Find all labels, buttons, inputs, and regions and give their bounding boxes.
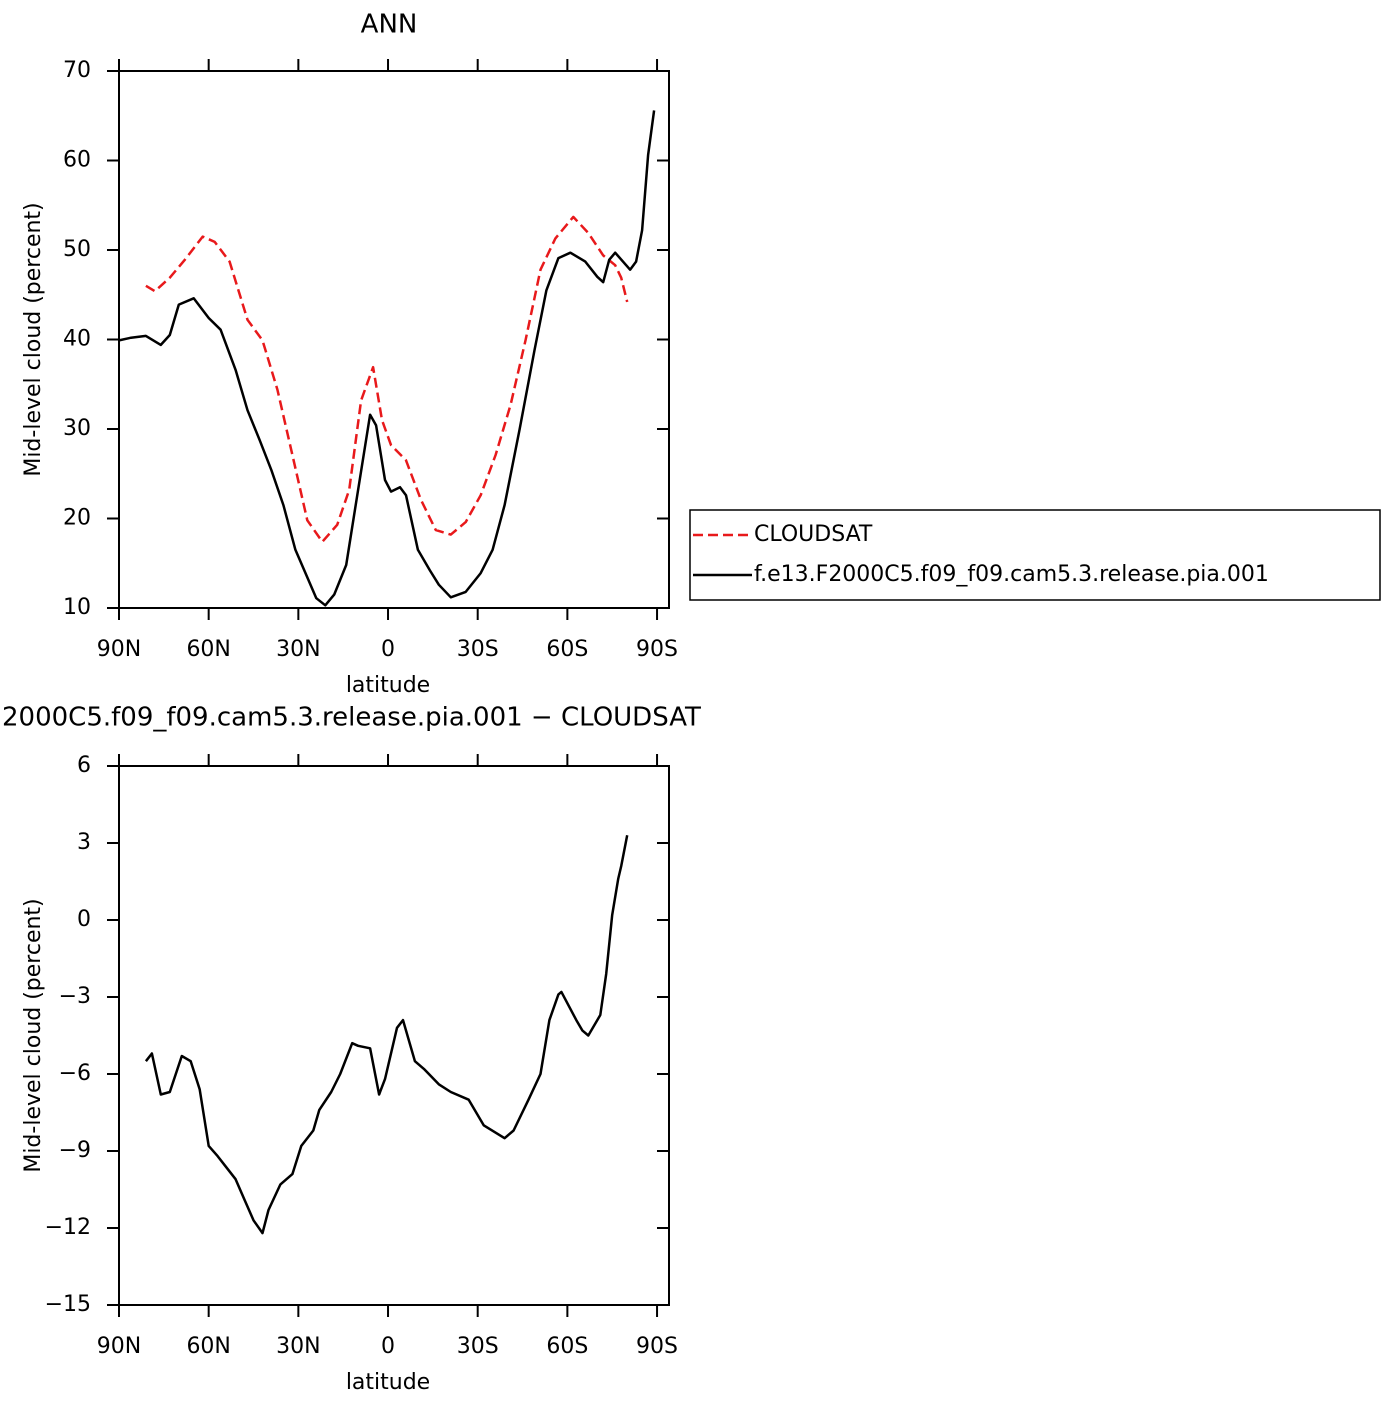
x-tick-label: 60N [186, 637, 230, 662]
y-axis-label: Mid-level cloud (percent) [21, 898, 46, 1172]
x-tick-label: 90S [636, 1334, 678, 1359]
x-tick-label: 60S [546, 637, 588, 662]
x-tick-label: 0 [381, 637, 395, 662]
y-tick-label: 0 [77, 907, 91, 932]
y-tick-label: −15 [45, 1292, 91, 1317]
y-tick-label: 6 [77, 753, 91, 778]
plot-frame [118, 70, 670, 609]
y-axis-label: Mid-level cloud (percent) [21, 202, 46, 476]
y-tick-label: 30 [63, 416, 91, 441]
y-tick-label: 20 [63, 506, 91, 531]
y-tick-label: −12 [45, 1215, 91, 1240]
x-tick-label: 30N [276, 637, 320, 662]
y-tick-label: 10 [63, 595, 91, 620]
legend-label: CLOUDSAT [754, 522, 873, 547]
x-tick-label: 90N [97, 1334, 141, 1359]
x-tick-label: 30N [276, 1334, 320, 1359]
x-axis-label: latitude [346, 1370, 430, 1395]
legend-box [689, 509, 1381, 601]
y-tick-label: 60 [63, 148, 91, 173]
y-tick-label: 40 [63, 327, 91, 352]
x-tick-label: 90S [636, 637, 678, 662]
y-tick-label: 3 [77, 830, 91, 855]
legend-label: f.e13.F2000C5.f09_f09.cam5.3.release.pia… [754, 562, 1269, 587]
plot-frame [118, 765, 670, 1306]
y-tick-label: −9 [59, 1138, 91, 1163]
y-tick-label: −6 [59, 1061, 91, 1086]
x-tick-label: 30S [457, 637, 499, 662]
x-axis-label: latitude [346, 673, 430, 698]
y-tick-label: 50 [63, 237, 91, 262]
y-tick-label: −3 [59, 984, 91, 1009]
data-line [118, 110, 656, 607]
chart-title: 2000C5.f09_f09.cam5.3.release.pia.001 − … [2, 703, 701, 733]
x-tick-label: 60S [546, 1334, 588, 1359]
data-line [144, 835, 629, 1235]
x-tick-label: 90N [97, 637, 141, 662]
x-tick-label: 30S [457, 1334, 499, 1359]
y-tick-label: 70 [63, 58, 91, 83]
x-tick-label: 60N [186, 1334, 230, 1359]
x-tick-label: 0 [381, 1334, 395, 1359]
chart-title: ANN [361, 10, 418, 40]
